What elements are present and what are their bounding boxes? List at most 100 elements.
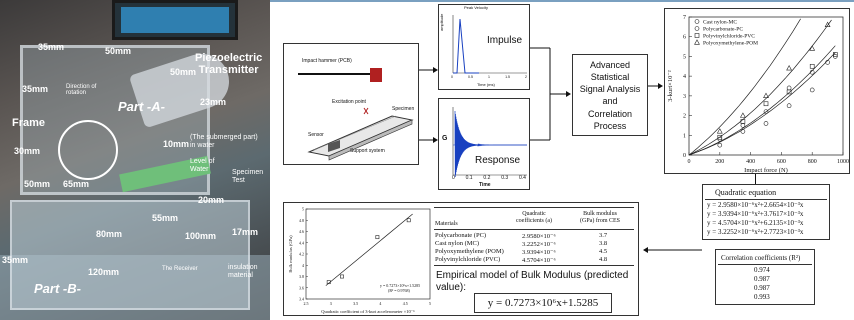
mat-cell: 4.8 <box>599 256 608 263</box>
bulk-point <box>326 280 331 285</box>
analysis-line: Advanced <box>589 60 631 70</box>
quad-legend-entry: Cast nylon-MC <box>703 20 737 26</box>
impulse-ylabel: amplitude <box>439 13 444 31</box>
dim-50mm-top: 50mm <box>105 46 132 56</box>
quad-legend-entry: Polyoxymethylene-POM <box>703 41 758 47</box>
quad-legend-entry: Polycarbonate-PC <box>703 27 743 33</box>
corr-row: 0.987 <box>754 284 770 292</box>
specimen-test-label: Specimen Test <box>232 169 264 184</box>
quad-point <box>833 52 838 57</box>
insulation-label: insulation material <box>228 264 258 280</box>
bulk-fit-line <box>325 213 413 286</box>
level-of-water-label: Level of Water <box>190 158 215 173</box>
bulk-xtick-label: 4 <box>379 301 381 306</box>
impulse-xlabel: Time (ms) <box>477 82 495 87</box>
empirical-title: Empirical model of Bulk Modulus (predict… <box>436 270 629 293</box>
quad-fit-curve <box>688 45 836 156</box>
mat-rule-bottom <box>434 265 634 266</box>
corr-table-rule <box>718 264 812 265</box>
quad-legend-entry: Polyvinylchloride-PVC <box>703 34 755 40</box>
equation-box: y = 0.7273×10⁶x+1.5285 <box>474 293 612 313</box>
quad-xtick-label: 0 <box>688 159 691 165</box>
bulk-ytick-label: 5 <box>302 207 304 212</box>
response-plot-area <box>452 107 527 177</box>
mat-header: Bulk modulus (GPa) from CES <box>580 211 620 224</box>
response-label: Response <box>475 155 521 166</box>
empirical-equation: y = 0.7273×10⁶x+1.5285 <box>487 297 599 309</box>
quad-ytick-label: 7 <box>683 15 686 21</box>
setup-drawing <box>298 68 414 161</box>
frame-label: Frame <box>12 117 46 129</box>
quad-fit-curve <box>688 52 836 156</box>
analysis-line: Process <box>593 120 627 131</box>
submerged-label: (The submerged part) in water <box>190 134 258 150</box>
quad-point <box>739 112 746 118</box>
mat-cell: Polyvinylchloride (PVC) <box>435 256 501 263</box>
mat-cell: Polyoxymethylene (POM) <box>435 248 504 255</box>
quad-point <box>786 65 793 71</box>
quad-table-title: Quadratic equation <box>715 188 777 197</box>
dim-35mm-left: 35mm <box>22 84 49 94</box>
bulk-ytick-label: 4.2 <box>299 252 304 257</box>
quad-ytick-label: 6 <box>683 35 686 41</box>
quad-point <box>809 69 815 75</box>
bulk-ytick-label: 3.8 <box>299 274 304 279</box>
response-panel: G Response 0 0.1 0.2 0.3 0.4 Time <box>438 98 530 190</box>
quad-chart-panel: 0 200 400 600 800 1000 0 1 2 3 4 5 6 7 Impact force (N… <box>664 8 850 174</box>
support-label: Support system <box>350 148 385 154</box>
quad-ylabel: 3-kurt×10⁻² <box>667 70 674 101</box>
bulk-panel: 2.5 3 3.5 4 4.5 5 3.4 3.6 3.8 4 4.2 4.4 4.6 4.8 5 Quadr… <box>283 202 639 316</box>
impulse-label: Impulse <box>487 35 523 46</box>
bulk-fit-label: y = 0.7273×10⁶x+1.5285 <box>380 283 420 288</box>
dim-50mm-left: 50mm <box>24 179 51 189</box>
dim-17mm: 17mm <box>232 227 259 237</box>
part-b-label: Part -B- <box>34 281 81 296</box>
quad-point <box>694 39 700 45</box>
mat-cell: 3.7 <box>599 232 608 239</box>
response-waveform <box>454 110 527 177</box>
response-xlabel: Time <box>479 182 491 188</box>
impulse-plot-area <box>452 15 527 74</box>
quad-ytick-label: 5 <box>683 54 686 60</box>
part-a-label: Part -A- <box>118 99 165 114</box>
quad-point <box>809 45 816 51</box>
corr-row: 0.974 <box>754 266 770 274</box>
mat-rule-top <box>434 207 634 208</box>
analysis-line: and <box>602 96 618 107</box>
mat-cell: 4.5 <box>599 248 608 255</box>
dim-35mm-top: 35mm <box>38 42 65 52</box>
quad-point <box>740 123 746 128</box>
mat-cell: 3.9394×10⁻⁶ <box>522 249 556 256</box>
quad-fit-curve <box>688 18 801 156</box>
quad-point <box>786 89 792 95</box>
quad-xlabel: Impact force (N) <box>744 167 788 174</box>
mat-cell: Cast nylon (MC) <box>435 240 480 247</box>
corr-table-title: Correlation coefficients (R²) <box>721 254 801 262</box>
result-arrow <box>643 247 702 253</box>
quad-point <box>694 19 700 24</box>
quad-point <box>824 21 831 27</box>
mat-cell: Polycarbonate (PC) <box>435 232 487 239</box>
quad-ytick-label: 1 <box>683 133 686 139</box>
mat-header: Quadratic coefficients (a) <box>516 211 553 224</box>
piezo-label: Piezoelectric Transmitter <box>195 52 263 77</box>
analysis-arrow <box>648 83 663 89</box>
dim-23mm: 23mm <box>200 97 227 107</box>
dim-10mm: 10mm <box>163 139 190 149</box>
dim-50mm-mid: 50mm <box>170 67 197 77</box>
bulk-ytick-label: 4 <box>302 263 304 268</box>
mat-cell: 2.9580×10⁻⁶ <box>522 233 556 240</box>
correlation-table: Correlation coefficients (R²) 0.974 0.98… <box>715 249 815 305</box>
quad-xtick-label: 200 <box>715 159 724 165</box>
quad-point <box>825 60 830 65</box>
bulk-xtick-label: 4.5 <box>403 301 408 306</box>
mat-rule-head <box>434 229 634 230</box>
quad-ytick-label: 3 <box>683 94 686 100</box>
response-xtick: 0.4 <box>519 175 526 181</box>
quad-point <box>809 87 815 93</box>
impulse-xtick: 1.5 <box>505 75 510 79</box>
impulse-xticks: 0 0.5 1 1.5 2 <box>451 75 527 79</box>
quad-row: y = 4.5704×10⁻⁶x²+6.2135×10⁻³x <box>707 219 804 227</box>
impulse-title: Peak Velocity <box>464 5 489 10</box>
mat-cell: 3.8 <box>599 240 608 247</box>
